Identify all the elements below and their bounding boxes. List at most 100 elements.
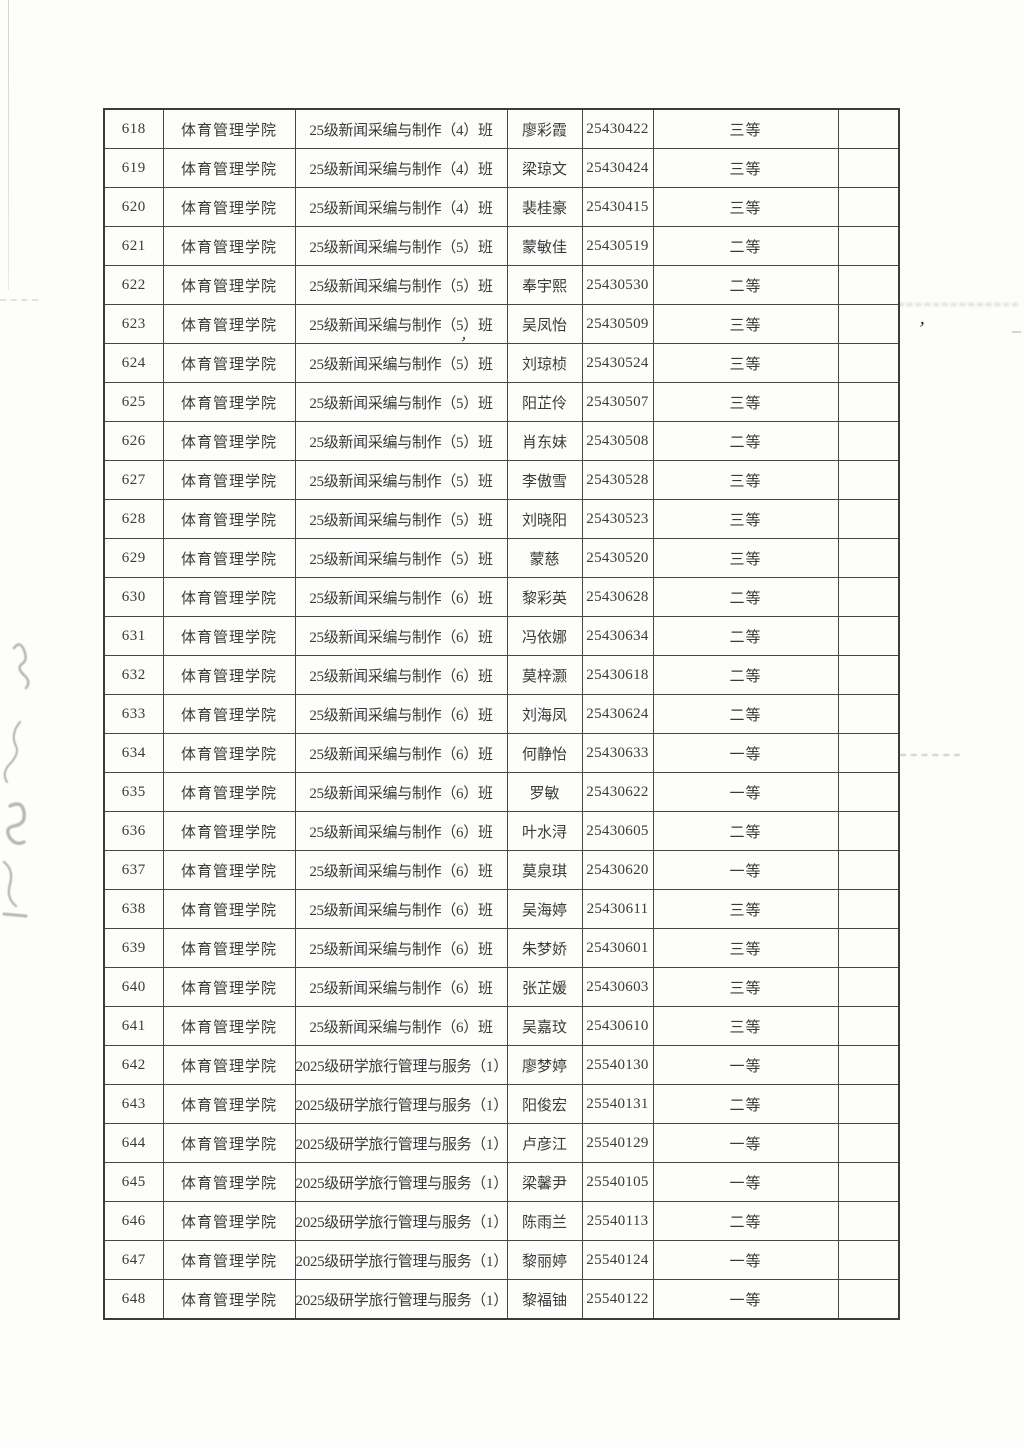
- table-row: 641 体育管理学院 25级新闻采编与制作（6）班 吴嘉玟 25430610 三等: [103, 1006, 900, 1046]
- cell-note: [837, 265, 900, 305]
- cell-note: [837, 148, 900, 188]
- table-row: 633 体育管理学院 25级新闻采编与制作（6）班 刘海凤 25430624 二等: [103, 694, 900, 734]
- cell-award: 一等: [652, 1123, 839, 1163]
- cell-note: [837, 1045, 900, 1085]
- cell-award: 二等: [652, 655, 839, 695]
- cell-college: 体育管理学院: [162, 538, 296, 578]
- cell-student-id: 25430519: [581, 226, 654, 266]
- table-row: 623 体育管理学院 25级新闻采编与制作（5）班 吴凤怡 25430509 三等: [103, 304, 900, 344]
- cell-award: 二等: [652, 421, 839, 461]
- cell-college: 体育管理学院: [162, 1123, 296, 1163]
- cell-student-id: 25430605: [581, 811, 654, 851]
- cell-student-id: 25540113: [581, 1201, 654, 1241]
- cell-no: 630: [103, 577, 164, 617]
- cell-note: [837, 304, 900, 344]
- table-row: 637 体育管理学院 25级新闻采编与制作（6）班 莫泉琪 25430620 一等: [103, 850, 900, 890]
- cell-class-name: 2025级研学旅行管理与服务（1）班: [294, 1084, 508, 1124]
- cell-student-name: 何静怡: [506, 733, 583, 773]
- cell-student-id: 25430422: [581, 108, 654, 149]
- cell-student-id: 25430507: [581, 382, 654, 422]
- cell-class-name: 25级新闻采编与制作（4）班: [294, 148, 508, 188]
- cell-student-id: 25430424: [581, 148, 654, 188]
- cell-award: 二等: [652, 616, 839, 656]
- handwritten-comma-mark: ’: [916, 317, 927, 341]
- award-table-body: 618 体育管理学院 25级新闻采编与制作（4）班 廖彩霞 25430422 三等 619 体…: [103, 108, 900, 1320]
- cell-college: 体育管理学院: [162, 499, 296, 539]
- cell-no: 647: [103, 1240, 164, 1280]
- table-row: 646 体育管理学院 2025级研学旅行管理与服务（1）班 陈雨兰 25540113 二等: [103, 1201, 900, 1241]
- cell-student-id: 25430611: [581, 889, 654, 929]
- table-row: 644 体育管理学院 2025级研学旅行管理与服务（1）班 卢彦江 25540129 一等: [103, 1123, 900, 1163]
- table-row: 622 体育管理学院 25级新闻采编与制作（5）班 奉宇熙 25430530 二等: [103, 265, 900, 305]
- cell-student-name: 吴海婷: [506, 889, 583, 929]
- cell-college: 体育管理学院: [162, 1162, 296, 1202]
- cell-no: 629: [103, 538, 164, 578]
- cell-class-name: 25级新闻采编与制作（5）班: [294, 265, 508, 305]
- cell-note: [837, 811, 900, 851]
- cell-student-id: 25430524: [581, 343, 654, 383]
- cell-class-name: 25级新闻采编与制作（6）班: [294, 928, 508, 968]
- cell-no: 633: [103, 694, 164, 734]
- cell-student-id: 25430634: [581, 616, 654, 656]
- table-row: 620 体育管理学院 25级新闻采编与制作（4）班 裴桂豪 25430415 三等: [103, 187, 900, 227]
- cell-no: 619: [103, 148, 164, 188]
- cell-note: [837, 1279, 900, 1320]
- cell-student-id: 25430624: [581, 694, 654, 734]
- cell-class-name: 25级新闻采编与制作（4）班: [294, 187, 508, 227]
- cell-note: [837, 1084, 900, 1124]
- table-row: 619 体育管理学院 25级新闻采编与制作（4）班 梁琼文 25430424 三等: [103, 148, 900, 188]
- cell-student-id: 25430603: [581, 967, 654, 1007]
- cell-note: [837, 538, 900, 578]
- cell-no: 621: [103, 226, 164, 266]
- cell-note: [837, 1123, 900, 1163]
- cell-no: 635: [103, 772, 164, 812]
- cell-student-name: 卢彦江: [506, 1123, 583, 1163]
- cell-no: 648: [103, 1279, 164, 1320]
- cell-award: 三等: [652, 187, 839, 227]
- cell-student-id: 25430508: [581, 421, 654, 461]
- cell-no: 638: [103, 889, 164, 929]
- cell-note: [837, 1006, 900, 1046]
- table-row: 648 体育管理学院 2025级研学旅行管理与服务（1）班 黎福铀 25540122 一等: [103, 1279, 900, 1320]
- cell-class-name: 25级新闻采编与制作（5）班: [294, 499, 508, 539]
- cell-student-id: 25540131: [581, 1084, 654, 1124]
- cell-college: 体育管理学院: [162, 460, 296, 500]
- cell-student-name: 黎丽婷: [506, 1240, 583, 1280]
- cell-award: 一等: [652, 1162, 839, 1202]
- cell-note: [837, 187, 900, 227]
- cell-student-id: 25430610: [581, 1006, 654, 1046]
- cell-award: 一等: [652, 850, 839, 890]
- cell-award: 三等: [652, 967, 839, 1007]
- table-row: 639 体育管理学院 25级新闻采编与制作（6）班 朱梦娇 25430601 三等: [103, 928, 900, 968]
- cell-award: 二等: [652, 226, 839, 266]
- cell-college: 体育管理学院: [162, 226, 296, 266]
- cell-college: 体育管理学院: [162, 967, 296, 1007]
- cell-class-name: 25级新闻采编与制作（6）班: [294, 577, 508, 617]
- cell-award: 三等: [652, 382, 839, 422]
- cell-note: [837, 655, 900, 695]
- cell-no: 628: [103, 499, 164, 539]
- cell-student-name: 冯依娜: [506, 616, 583, 656]
- cell-college: 体育管理学院: [162, 421, 296, 461]
- cell-student-name: 吴嘉玟: [506, 1006, 583, 1046]
- cell-note: [837, 967, 900, 1007]
- cell-class-name: 25级新闻采编与制作（5）班: [294, 460, 508, 500]
- cell-college: 体育管理学院: [162, 108, 296, 149]
- cell-no: 631: [103, 616, 164, 656]
- cell-student-name: 黎福铀: [506, 1279, 583, 1320]
- cell-note: [837, 577, 900, 617]
- table-row: 628 体育管理学院 25级新闻采编与制作（5）班 刘晓阳 25430523 三等: [103, 499, 900, 539]
- cell-student-name: 刘琼桢: [506, 343, 583, 383]
- table-row: 640 体育管理学院 25级新闻采编与制作（6）班 张芷媛 25430603 三等: [103, 967, 900, 1007]
- cell-note: [837, 616, 900, 656]
- cell-no: 637: [103, 850, 164, 890]
- cell-note: [837, 1240, 900, 1280]
- cell-student-id: 25430523: [581, 499, 654, 539]
- cell-student-name: 肖东妹: [506, 421, 583, 461]
- cell-college: 体育管理学院: [162, 1006, 296, 1046]
- cell-award: 一等: [652, 1279, 839, 1320]
- cell-class-name: 25级新闻采编与制作（5）班: [294, 382, 508, 422]
- cell-student-id: 25430618: [581, 655, 654, 695]
- cell-note: [837, 889, 900, 929]
- cell-student-name: 吴凤怡: [506, 304, 583, 344]
